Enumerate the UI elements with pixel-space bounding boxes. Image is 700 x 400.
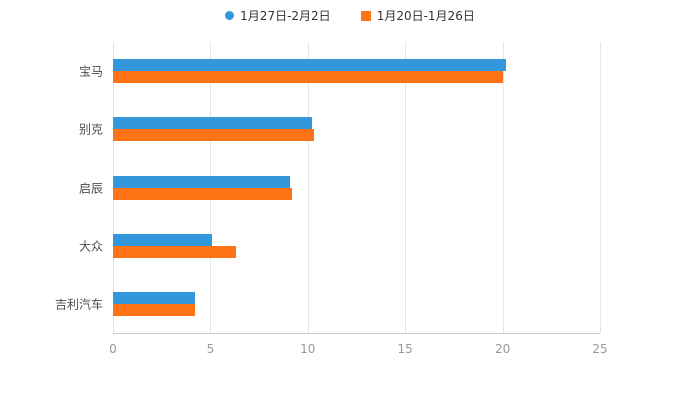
x-tick-label: 15 xyxy=(397,342,413,356)
bar-series-1-4[interactable] xyxy=(113,233,213,246)
y-axis-category-label: 宝马 xyxy=(78,64,103,79)
legend-marker-circle-icon xyxy=(225,11,235,20)
gridline xyxy=(600,42,601,333)
y-axis-category-label: 别克 xyxy=(78,122,103,137)
x-tick-label: 10 xyxy=(300,342,316,356)
x-axis-line xyxy=(113,333,600,334)
x-tick-label: 20 xyxy=(494,342,511,356)
bar-series-2-1[interactable] xyxy=(113,71,503,84)
gridline xyxy=(405,42,407,333)
legend-marker-square-icon xyxy=(360,10,371,21)
bar-series-1-3[interactable] xyxy=(113,175,291,188)
bar-series-1-2[interactable] xyxy=(113,117,312,130)
bar-series-2-4[interactable] xyxy=(113,245,236,258)
y-axis-category-label: 大众 xyxy=(78,239,103,254)
bar-series-2-2[interactable] xyxy=(113,129,314,142)
legend-item-series-1[interactable]: 1月27日-2月2日 xyxy=(225,7,331,24)
legend-item-series-2[interactable]: 1月20日-1月26日 xyxy=(360,7,475,24)
y-axis-category-label: 吉利汽车 xyxy=(54,297,103,312)
x-tick-label: 5 xyxy=(206,342,215,356)
legend: 1月27日-2月2日 1月20日-1月26日 xyxy=(0,7,700,24)
bar-series-2-5[interactable] xyxy=(113,303,195,316)
legend-label: 1月27日-2月2日 xyxy=(240,9,331,23)
bar-series-1-5[interactable] xyxy=(113,291,195,304)
y-axis-category-label: 启辰 xyxy=(78,181,103,195)
x-tick-label: 0 xyxy=(109,342,117,356)
gridline xyxy=(502,42,504,333)
gridline xyxy=(307,42,309,333)
x-tick-label: 25 xyxy=(592,342,608,356)
bar-series-1-1[interactable] xyxy=(113,59,507,72)
bar-series-2-3[interactable] xyxy=(113,187,293,200)
legend-label: 1月20日-1月26日 xyxy=(376,9,475,23)
